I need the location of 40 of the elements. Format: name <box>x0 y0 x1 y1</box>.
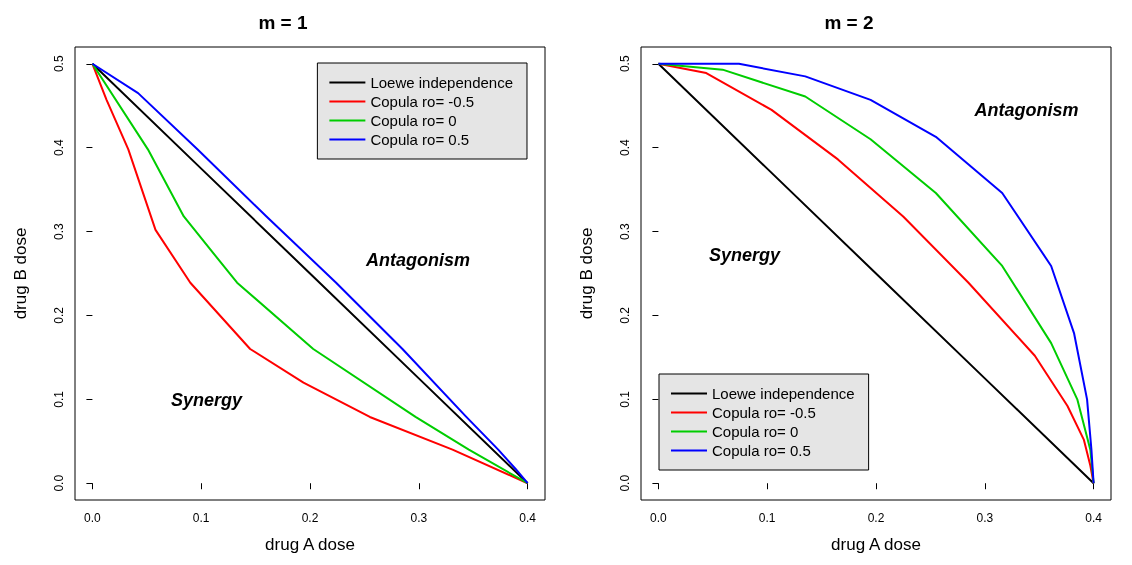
y-tick-label: 0.1 <box>618 390 632 408</box>
annotation: Synergy <box>171 390 244 411</box>
chart-title: m = 2 <box>824 12 874 33</box>
y-axis-title: drug B dose <box>11 227 30 320</box>
x-tick-label: 0.4 <box>519 511 537 525</box>
y-tick-label: 0.4 <box>52 139 66 157</box>
y-tick-label: 0.3 <box>52 222 66 240</box>
legend-label: Copula ro= -0.5 <box>712 404 816 421</box>
y-axis-title: drug B dose <box>577 227 596 320</box>
chart-title: m = 1 <box>258 12 308 33</box>
annotation: Antagonism <box>365 249 471 270</box>
legend-label: Loewe independence <box>370 74 513 91</box>
y-tick-label: 0.1 <box>52 390 66 408</box>
x-tick-label: 0.0 <box>84 511 102 525</box>
x-axis-title: drug A dose <box>265 535 355 554</box>
y-tick-label: 0.0 <box>618 474 632 492</box>
x-tick-label: 0.2 <box>867 511 885 525</box>
legend-label: Copula ro= 0 <box>712 423 799 440</box>
annotation: Synergy <box>708 245 781 266</box>
annotation: Antagonism <box>973 100 1079 121</box>
legend-label: Loewe independence <box>712 385 855 402</box>
legend-label: Copula ro= 0.5 <box>712 442 811 459</box>
x-tick-label: 0.3 <box>976 511 994 525</box>
legend-label: Copula ro= 0 <box>370 112 457 129</box>
y-tick-label: 0.5 <box>52 55 66 73</box>
y-tick-label: 0.2 <box>618 306 632 324</box>
x-axis-title: drug A dose <box>831 535 921 554</box>
legend-label: Copula ro= -0.5 <box>370 93 475 110</box>
y-tick-label: 0.2 <box>52 306 66 324</box>
x-tick-label: 0.0 <box>650 511 668 525</box>
y-tick-label: 0.3 <box>618 222 632 240</box>
x-tick-label: 0.1 <box>192 511 210 525</box>
y-tick-label: 0.0 <box>52 474 66 492</box>
x-tick-label: 0.3 <box>410 511 428 525</box>
legend-label: Copula ro= 0.5 <box>370 131 470 148</box>
y-tick-label: 0.4 <box>618 139 632 157</box>
y-tick-label: 0.5 <box>618 55 632 73</box>
x-tick-label: 0.4 <box>1085 511 1103 525</box>
x-tick-label: 0.1 <box>758 511 776 525</box>
x-tick-label: 0.2 <box>301 511 319 525</box>
